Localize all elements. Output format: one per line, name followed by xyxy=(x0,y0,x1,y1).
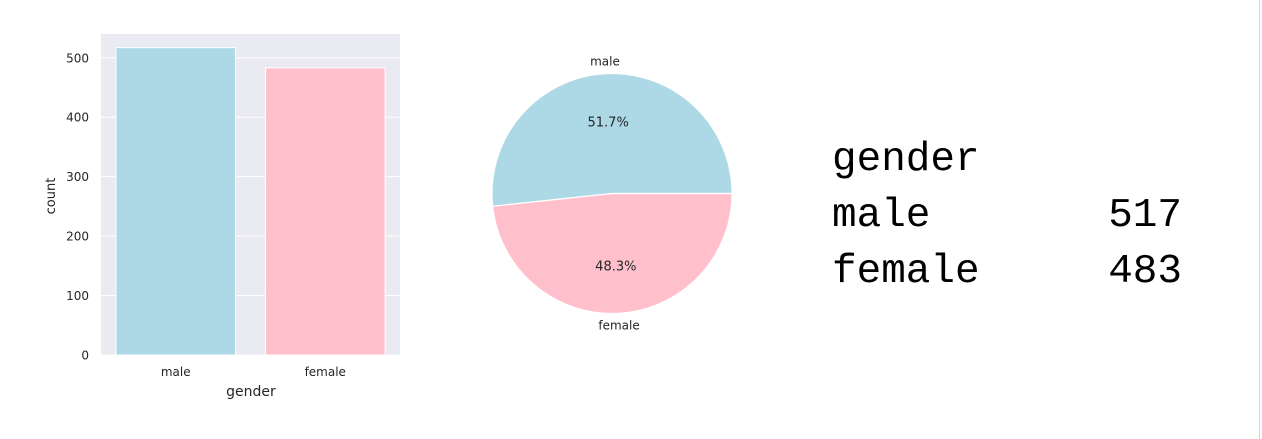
y-tick-label: 0 xyxy=(81,349,89,363)
bar-series xyxy=(115,47,386,356)
value-counts-title-row: gender xyxy=(832,135,1192,191)
value-counts-value: 517 xyxy=(1108,193,1182,239)
y-tick-label: 300 xyxy=(66,170,89,184)
pie-slices xyxy=(491,72,733,315)
pie-percent-label: 51.7% xyxy=(588,116,629,131)
y-tick-labels: 0 100 200 300 400 500 xyxy=(66,51,89,362)
pie-slice-label: male xyxy=(590,55,620,69)
pie-percent-label: 48.3% xyxy=(595,259,636,274)
value-counts-output: gender male 517 female 483 xyxy=(832,135,1192,303)
value-counts-value: 483 xyxy=(1108,249,1182,295)
pie-labels: male 51.7% female 48.3% xyxy=(588,55,640,333)
x-tick-labels: male female xyxy=(161,365,346,379)
value-counts-row: female 483 xyxy=(832,247,1192,303)
value-counts-label: female xyxy=(832,249,980,295)
x-axis-label: gender xyxy=(226,384,276,400)
value-counts-label: male xyxy=(832,193,931,239)
y-axis-label: count xyxy=(44,178,59,215)
pie-slice xyxy=(492,192,733,315)
bar xyxy=(264,67,386,356)
value-counts-row: male 517 xyxy=(832,191,1192,247)
bar-chart: 0 100 200 300 400 500 male female gender count xyxy=(44,34,400,400)
bar xyxy=(115,47,237,356)
pie-slice xyxy=(491,72,733,207)
page-edge-divider xyxy=(1259,0,1260,439)
x-tick-label: female xyxy=(305,365,346,379)
y-tick-label: 200 xyxy=(66,230,89,244)
pie-chart: male 51.7% female 48.3% xyxy=(491,55,733,333)
value-counts-title: gender xyxy=(832,137,980,183)
x-tick-label: male xyxy=(161,365,191,379)
pie-slice-label: female xyxy=(598,318,639,332)
y-tick-label: 400 xyxy=(66,111,89,125)
y-tick-label: 100 xyxy=(66,289,89,303)
y-tick-label: 500 xyxy=(66,51,89,65)
